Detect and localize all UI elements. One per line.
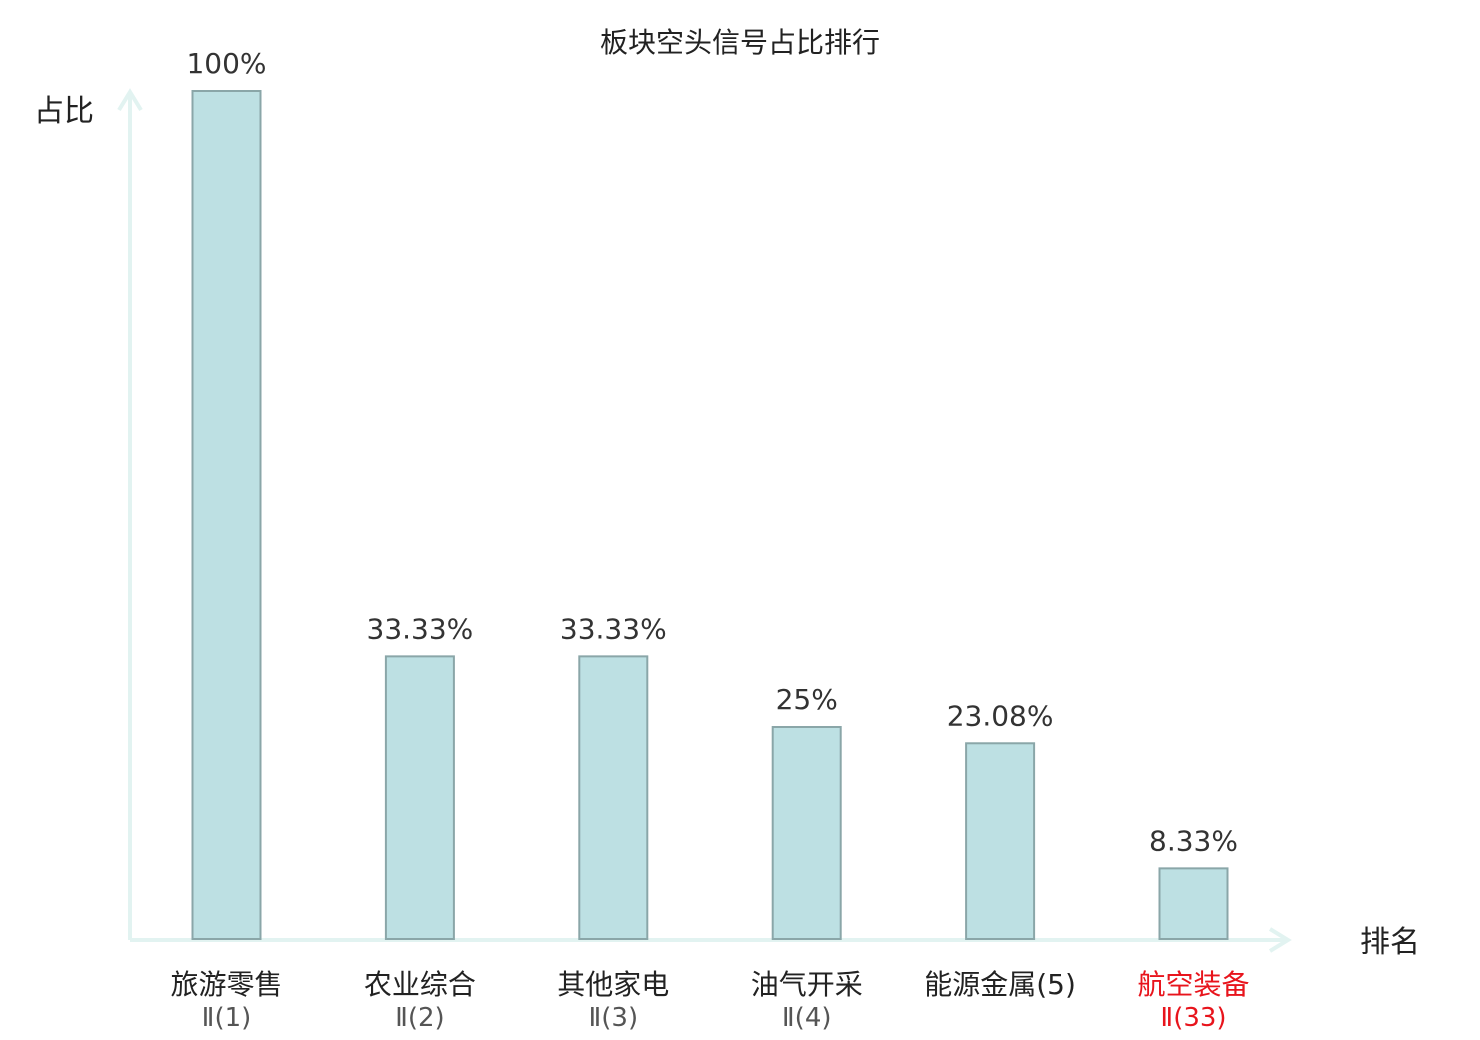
bar xyxy=(965,742,1036,941)
x-tick-label: 油气开采 xyxy=(751,968,863,1001)
bar xyxy=(578,655,649,940)
bar-value-label: 25% xyxy=(776,683,838,716)
bar xyxy=(191,90,262,940)
bar-value-label: 33.33% xyxy=(367,612,474,645)
bar-value-label: 23.08% xyxy=(947,699,1054,732)
x-tick-label: 其他家电 xyxy=(557,968,669,1001)
x-tick-label: 农业综合 xyxy=(364,968,476,1001)
x-tick-sublabel: Ⅱ(3) xyxy=(588,1003,638,1033)
bar-value-label: 100% xyxy=(186,47,266,80)
y-axis-title: 占比 xyxy=(34,94,94,129)
y-axis-arrow xyxy=(117,88,143,112)
bar xyxy=(384,655,455,940)
x-tick-sublabel: Ⅱ(33) xyxy=(1160,1003,1226,1033)
x-tick-sublabel: Ⅱ(4) xyxy=(782,1003,832,1033)
x-axis-title: 排名 xyxy=(1360,925,1420,960)
x-tick-label: 旅游零售 xyxy=(170,968,282,1001)
x-tick-label: 能源金属(5) xyxy=(924,968,1076,1001)
x-axis-arrow xyxy=(1268,927,1292,953)
x-tick-sublabel: Ⅱ(2) xyxy=(395,1003,445,1033)
bar xyxy=(1158,867,1229,940)
bar-value-label: 33.33% xyxy=(560,612,667,645)
bar-value-label: 8.33% xyxy=(1149,824,1238,857)
bar xyxy=(771,726,842,940)
x-tick-label: 航空装备 xyxy=(1137,968,1249,1001)
chart-title: 板块空头信号占比排行 xyxy=(600,26,880,59)
x-tick-sublabel: Ⅱ(1) xyxy=(202,1003,252,1033)
